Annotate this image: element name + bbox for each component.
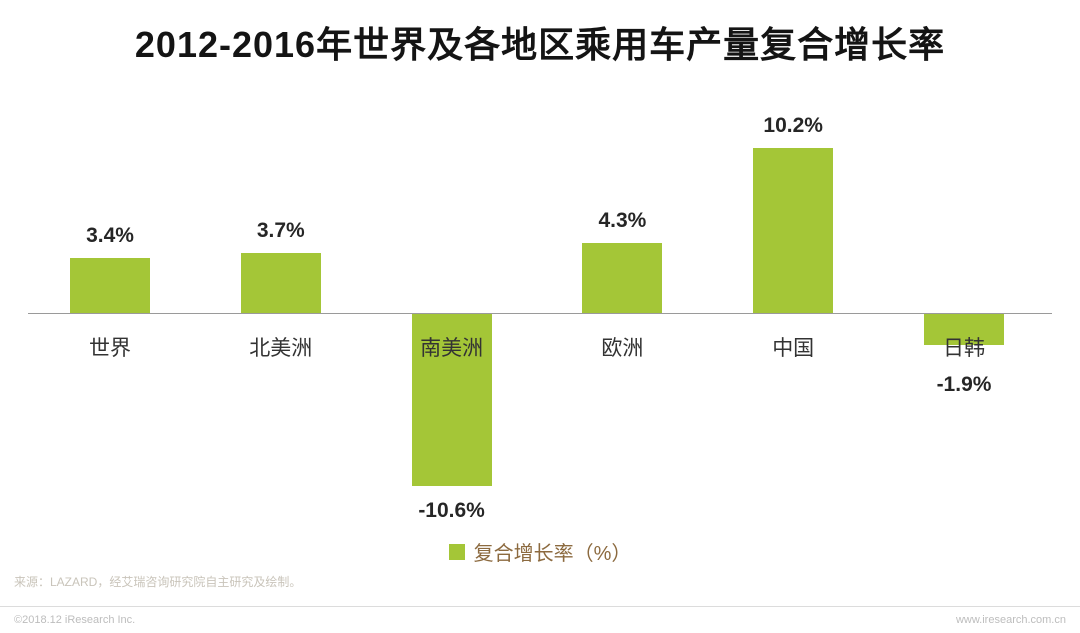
bar-category-label: 欧洲 xyxy=(601,337,644,360)
footer-website: www.iresearch.com.cn xyxy=(955,614,1066,626)
chart-legend: 复合增长率（%） xyxy=(0,537,1080,566)
chart-bar xyxy=(240,253,321,313)
chart-title: 2012-2016年世界及各地区乘用车产量复合增长率 xyxy=(134,24,946,65)
bar-category-label: 日韩 xyxy=(943,337,985,360)
bar-value-label: 4.3% xyxy=(598,209,647,233)
footer-copyright: ©2018.12 iResearch Inc. xyxy=(14,614,136,626)
bar-chart: 3.4% 世界 3.7% 北美洲 -10.6% 南美洲 4.3% 欧洲 10.2% 中国 -1.9%… xyxy=(0,80,1080,550)
bar-value-label: 3.4% xyxy=(86,223,134,247)
legend-label: 复合增长率（%） xyxy=(473,543,632,565)
bar-value-label: -1.9% xyxy=(936,373,992,396)
bar-value-label: -10.6% xyxy=(418,498,485,522)
bar-value-label: 10.2% xyxy=(763,113,823,137)
legend-color-swatch xyxy=(448,543,465,560)
bar-category-label: 中国 xyxy=(772,337,815,360)
chart-bar xyxy=(582,243,663,313)
bar-value-label: 3.7% xyxy=(256,219,305,243)
chart-bar xyxy=(753,147,834,313)
source-note: 来源：LAZARD，经艾瑞咨询研究院自主研究及绘制。 xyxy=(14,575,302,589)
footer: ©2018.12 iResearch Inc. www.iresearch.co… xyxy=(0,606,1080,633)
chart-bar xyxy=(70,257,150,313)
bar-category-label: 南美洲 xyxy=(420,337,484,360)
bar-category-label: 北美洲 xyxy=(249,337,313,360)
bar-category-label: 世界 xyxy=(89,337,131,360)
x-axis-line xyxy=(28,313,1052,314)
chart-bar xyxy=(924,314,1004,345)
chart-bar xyxy=(411,314,492,486)
